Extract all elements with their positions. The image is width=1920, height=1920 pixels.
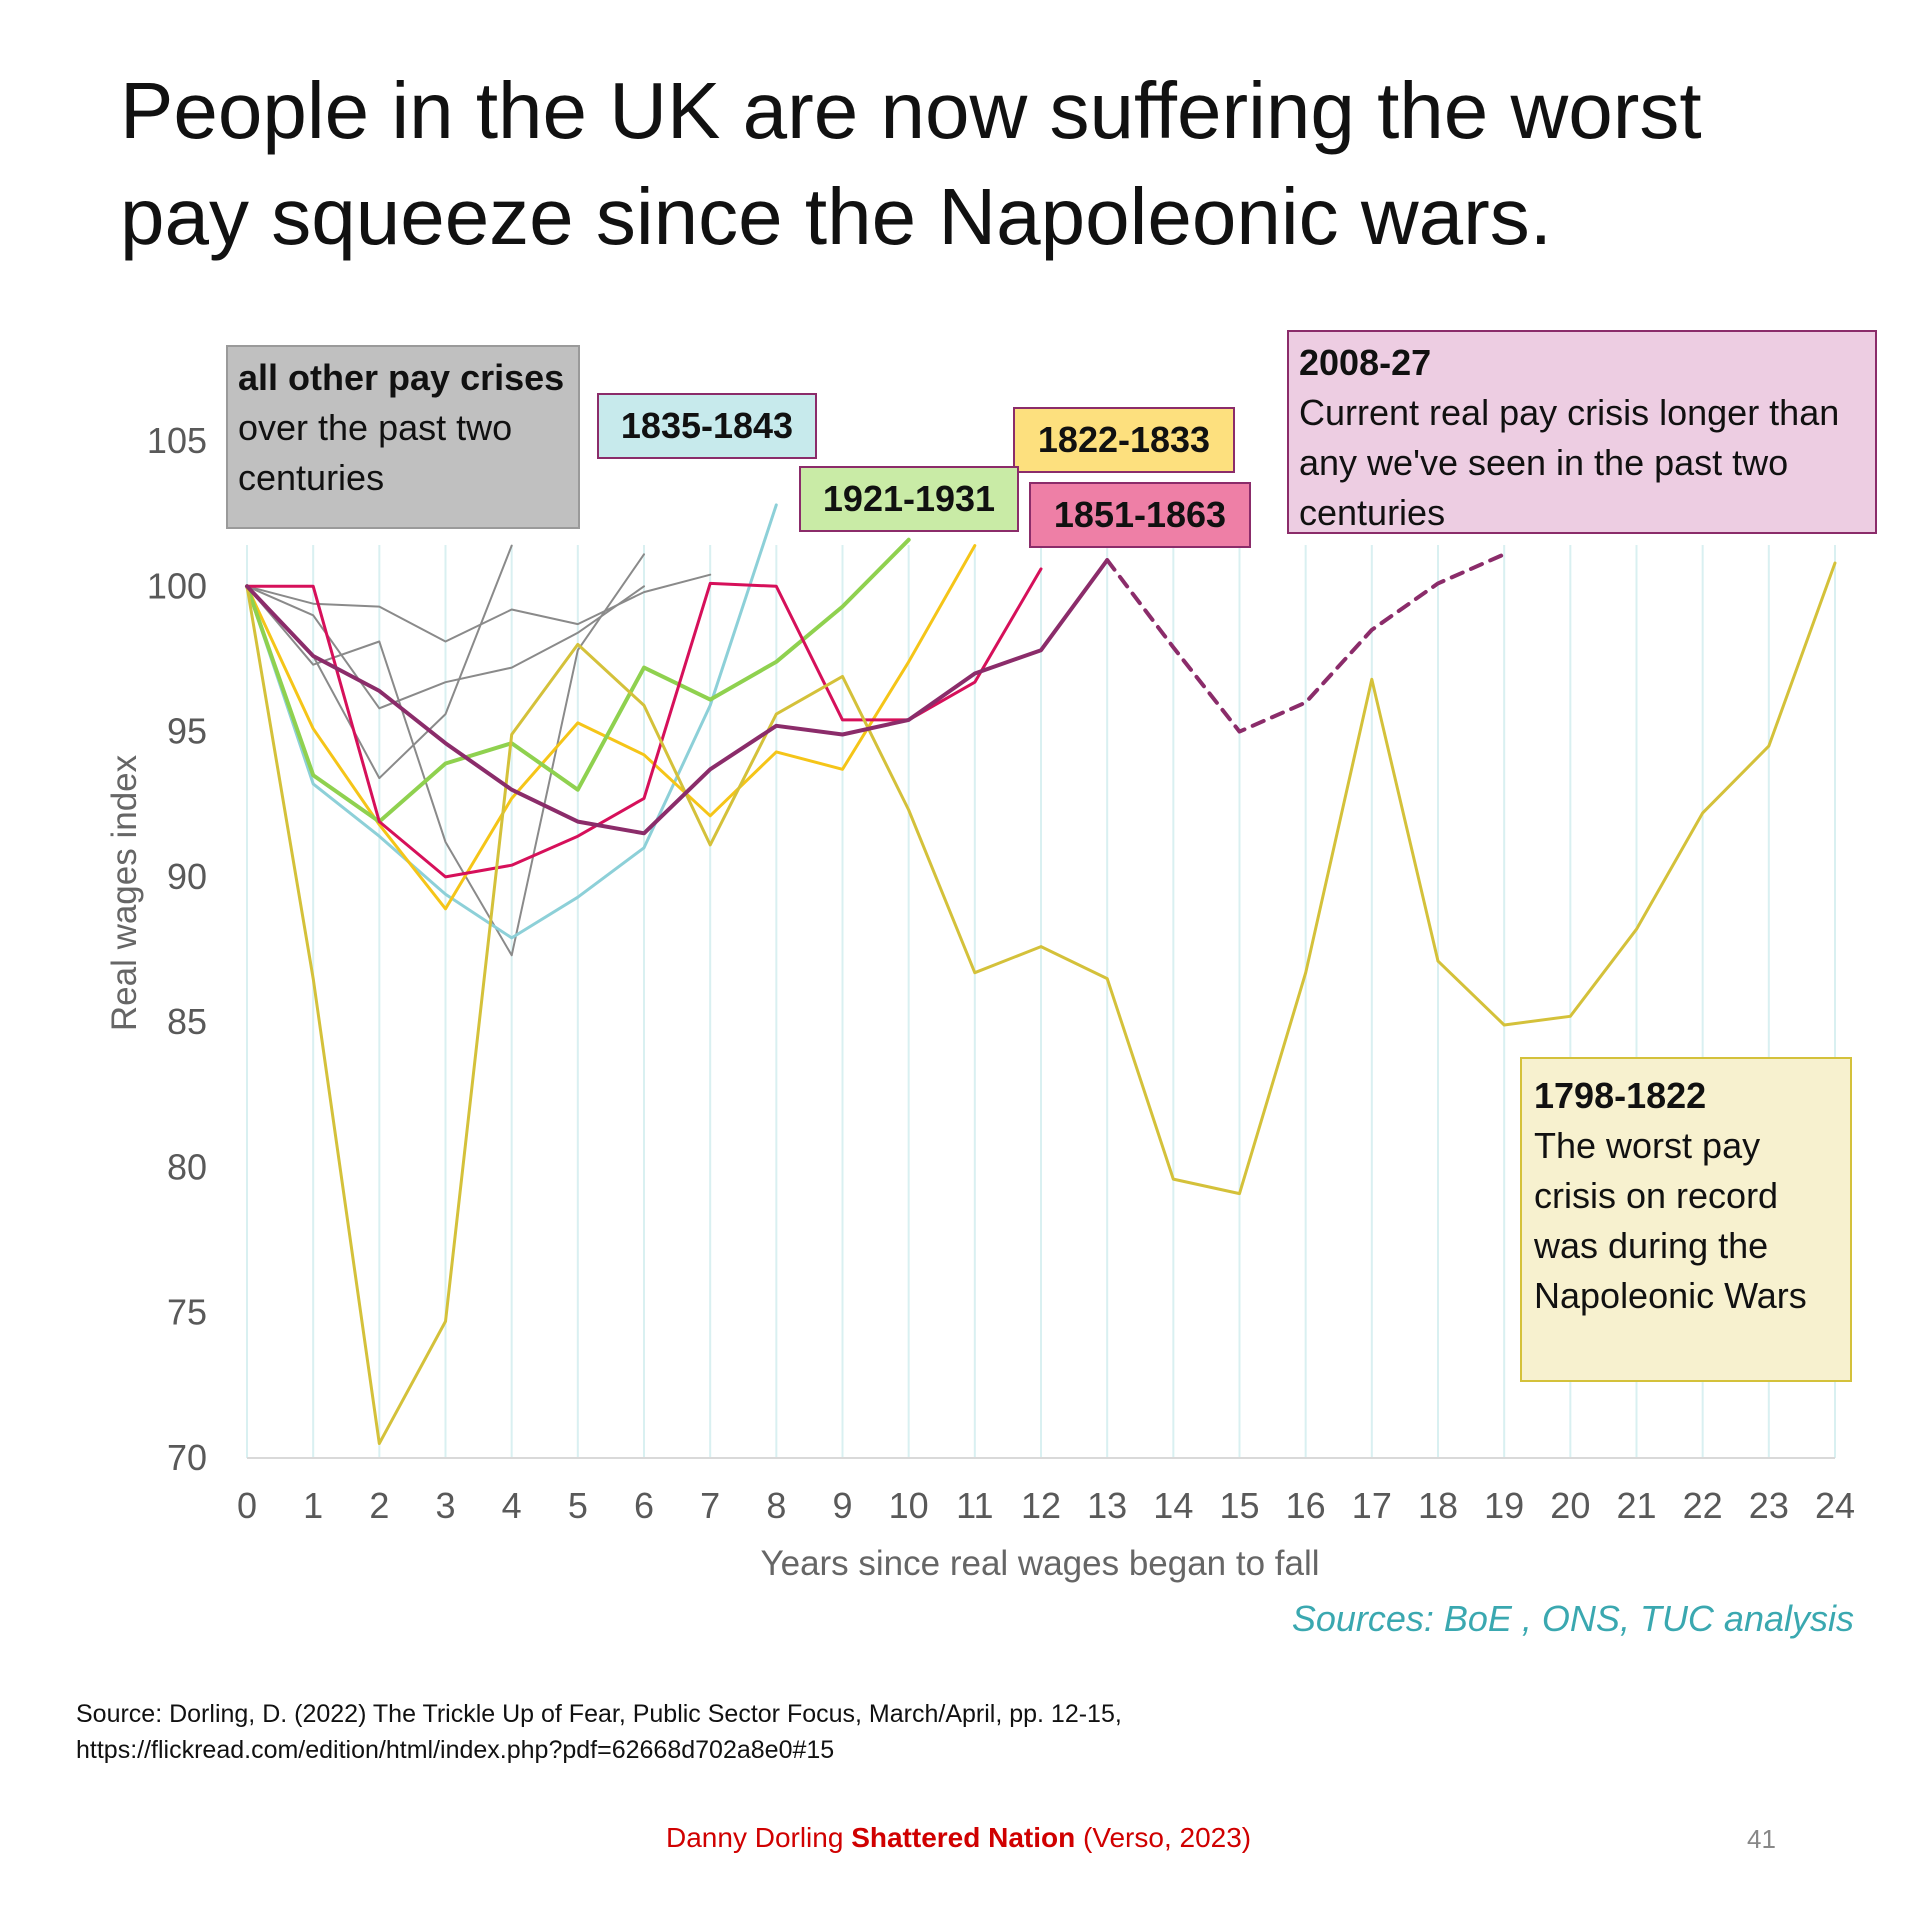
series-line-1921-1931 — [245, 537, 911, 824]
x-tick-label: 10 — [889, 1485, 929, 1526]
x-tick-label: 6 — [634, 1485, 654, 1526]
chart-series — [245, 503, 1837, 1445]
y-tick-label: 95 — [167, 711, 207, 752]
series-line-other crisis C — [246, 553, 645, 957]
annotation-current-text: Current real pay crisis longer than any … — [1299, 392, 1840, 533]
series-line-other crisis A — [246, 573, 712, 643]
x-tick-label: 7 — [700, 1485, 720, 1526]
x-tick-label: 1 — [303, 1485, 323, 1526]
x-tick-label: 9 — [832, 1485, 852, 1526]
page-title: People in the UK are now suffering the w… — [120, 66, 1702, 261]
reference: Source: Dorling, D. (2022) The Trickle U… — [76, 1696, 1122, 1768]
x-tick-label: 23 — [1749, 1485, 1789, 1526]
annotation-current-heading: 2008-27 — [1299, 342, 1432, 383]
x-tick-label: 2 — [369, 1485, 389, 1526]
reference-line-1: Source: Dorling, D. (2022) The Trickle U… — [76, 1700, 1122, 1728]
series-line-1822-1833 — [245, 544, 977, 911]
x-tick-label: 0 — [237, 1485, 257, 1526]
y-tick-label: 75 — [167, 1292, 207, 1333]
x-tick-label: 19 — [1484, 1485, 1524, 1526]
x-tick-label: 3 — [435, 1485, 455, 1526]
x-axis-label: Years since real wages began to fall — [760, 1544, 1319, 1583]
series-line-1835-1843 — [245, 503, 778, 940]
chart-axes: 0 1 2 3 4 5 6 7 8 9 10 11 12 13 14 15 16 17 18 19 20 21 22 23 24… — [147, 420, 1855, 1526]
y-tick-label: 85 — [167, 1001, 207, 1042]
series-line-other crisis B — [246, 585, 645, 710]
y-tick-label: 70 — [167, 1437, 207, 1478]
annotation-current-crisis: 2008-27 Current real pay crisis longer t… — [1287, 330, 1877, 534]
annotation-other-text: over the past two centuries — [238, 407, 513, 498]
x-tick-label: 5 — [568, 1485, 588, 1526]
x-tick-label: 14 — [1153, 1485, 1193, 1526]
x-tick-label: 15 — [1219, 1485, 1259, 1526]
x-tick-label: 4 — [502, 1485, 522, 1526]
x-tick-label: 21 — [1616, 1485, 1656, 1526]
series-line-2008-27-actual — [245, 558, 1110, 836]
footer-publisher: (Verso, 2023) — [1083, 1822, 1252, 1853]
annotation-other-heading: all other pay crises — [238, 357, 565, 398]
sources-note: Sources: BoE , ONS, TUC analysis — [1291, 1598, 1854, 1639]
tag-1822-1833: 1822-1833 — [1013, 407, 1235, 473]
y-axis-label: Real wages index — [105, 754, 144, 1031]
annotation-napoleonic-text: The worst pay crisis on record was durin… — [1534, 1125, 1807, 1316]
x-tick-label: 18 — [1418, 1485, 1458, 1526]
y-tick-label: 105 — [147, 420, 207, 461]
footer-credit: Danny Dorling Shattered Nation (Verso, 2… — [666, 1822, 1251, 1854]
annotation-napoleonic-heading: 1798-1822 — [1534, 1075, 1707, 1116]
x-tick-label: 13 — [1087, 1485, 1127, 1526]
x-tick-label: 12 — [1021, 1485, 1061, 1526]
tag-1835-1843: 1835-1843 — [597, 393, 817, 459]
annotation-napoleonic: 1798-1822 The worst pay crisis on record… — [1520, 1057, 1852, 1382]
footer-book: Shattered Nation — [851, 1822, 1076, 1853]
x-tick-label: 20 — [1550, 1485, 1590, 1526]
y-tick-label: 90 — [167, 856, 207, 897]
page-number: 41 — [1747, 1824, 1776, 1854]
series-line-2008-27-projected — [1105, 552, 1507, 734]
y-tick-label: 100 — [147, 565, 207, 606]
x-tick-label: 16 — [1286, 1485, 1326, 1526]
annotation-other-crises: all other pay crises over the past two c… — [226, 345, 580, 529]
x-tick-label: 11 — [956, 1485, 993, 1526]
footer-author: Danny Dorling — [666, 1822, 844, 1853]
tag-1851-1863: 1851-1863 — [1029, 482, 1251, 548]
x-tick-label: 17 — [1352, 1485, 1392, 1526]
tag-1921-1931: 1921-1931 — [799, 466, 1019, 532]
x-tick-label: 8 — [766, 1485, 786, 1526]
x-tick-label: 24 — [1815, 1485, 1855, 1526]
x-tick-label: 22 — [1683, 1485, 1723, 1526]
reference-line-2: https://flickread.com/edition/html/index… — [76, 1736, 835, 1764]
series-line-1798-1822 — [245, 561, 1837, 1445]
y-tick-label: 80 — [167, 1146, 207, 1187]
